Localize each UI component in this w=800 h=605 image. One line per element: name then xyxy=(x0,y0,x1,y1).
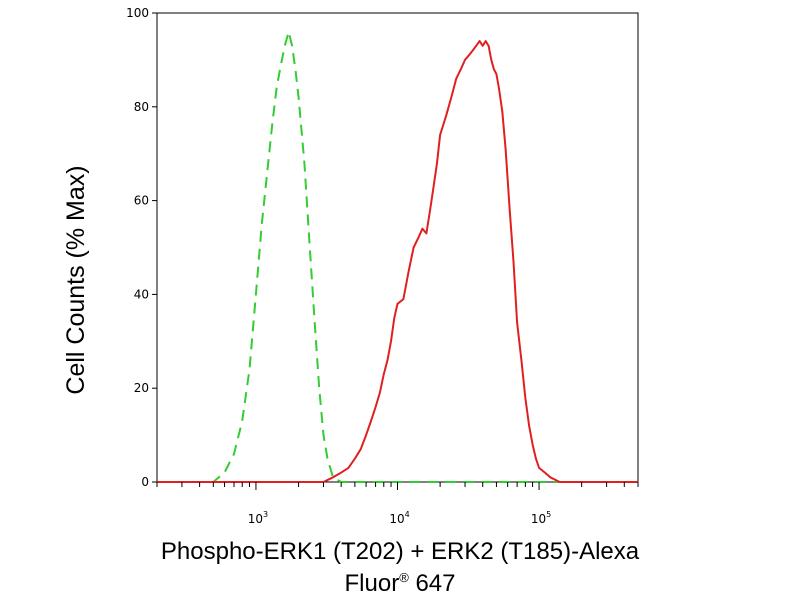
x-tick-label: 103 xyxy=(248,510,268,526)
y-axis-label: Cell Counts (% Max) xyxy=(62,165,90,394)
x-tick-label: 105 xyxy=(531,510,551,526)
y-tick-label: 80 xyxy=(134,100,149,114)
y-tick-label: 60 xyxy=(134,194,149,208)
y-tick-label: 40 xyxy=(134,287,149,301)
y-axis-ticks: 0 20 40 60 80 100 xyxy=(126,6,157,489)
y-tick-label: 0 xyxy=(141,475,149,489)
series-line-sample-solid xyxy=(157,40,638,483)
series-line-control-dashed xyxy=(157,30,638,483)
series-layer xyxy=(157,30,638,483)
x-axis-ticks: 103 104 105 xyxy=(156,482,639,526)
y-tick-label: 100 xyxy=(126,6,149,20)
x-axis-label-line-2: Fluor® 647 xyxy=(345,570,456,597)
x-axis-label-647: 647 xyxy=(409,570,456,597)
y-tick-label: 20 xyxy=(134,381,149,395)
x-axis-label-fluor: Fluor xyxy=(345,570,400,597)
x-tick-label: 104 xyxy=(389,510,409,526)
registered-mark: ® xyxy=(399,570,409,585)
plot-area-border xyxy=(156,12,639,483)
x-axis-label-line-1: Phospho-ERK1 (T202) + ERK2 (T185)-Alexa xyxy=(161,538,640,565)
plot-frame xyxy=(156,12,639,483)
